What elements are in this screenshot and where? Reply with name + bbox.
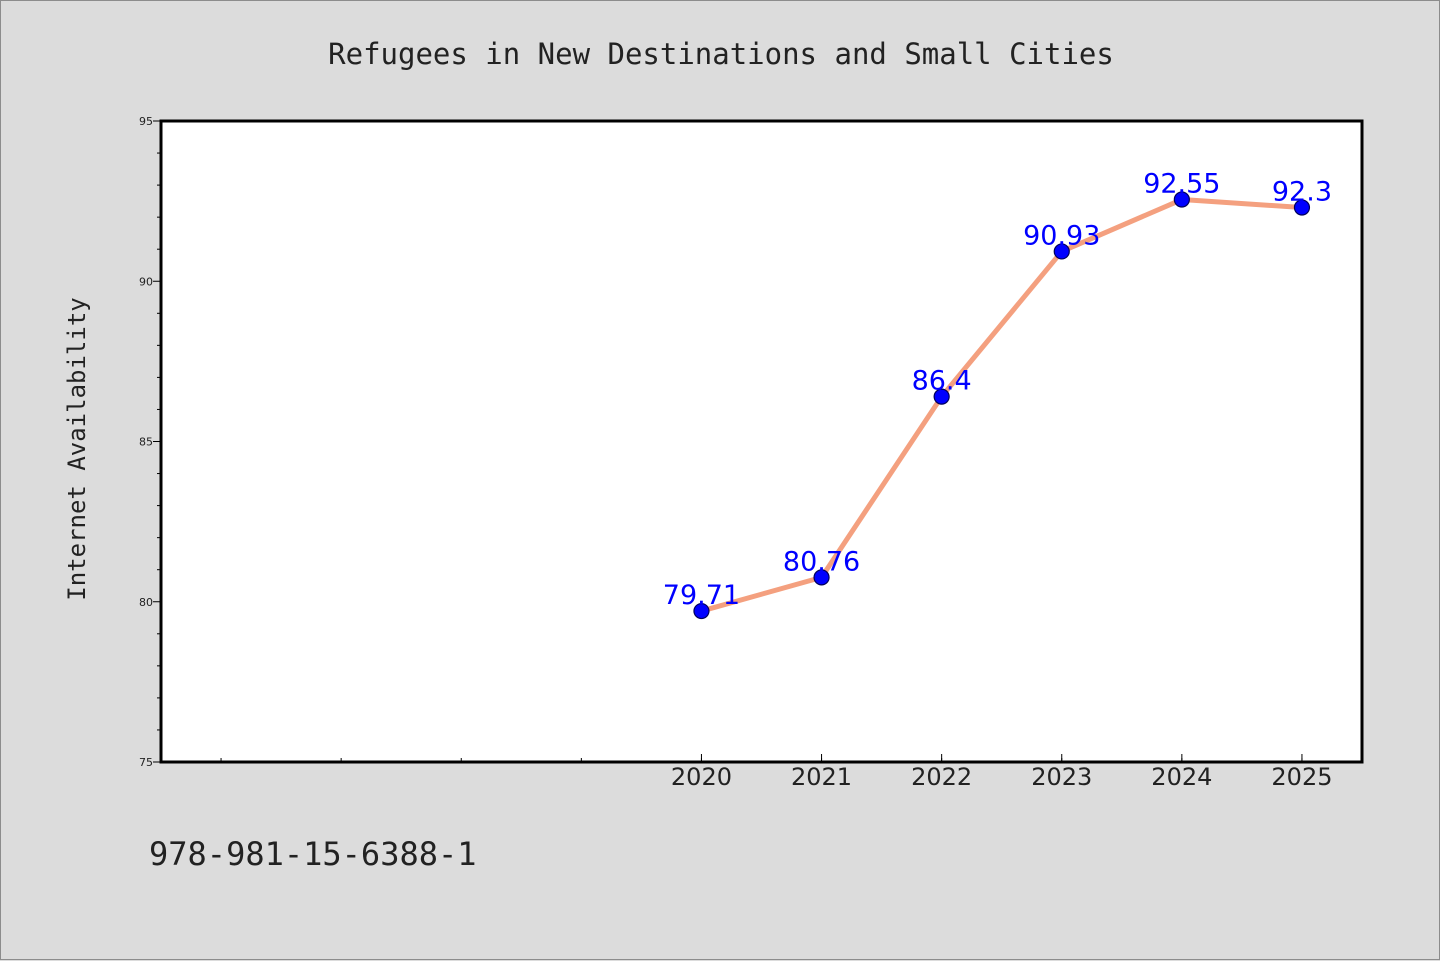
x-tick-label: 2020 xyxy=(671,763,732,791)
data-labels: 79.71 80.76 86.4 90.93 92.55 92.3 xyxy=(663,169,1332,612)
plot-area xyxy=(159,119,1364,764)
data-label: 79.71 xyxy=(663,580,740,611)
y-axis-label: Internet Availability xyxy=(63,297,91,600)
y-tick-label: 80 xyxy=(139,596,153,609)
data-point xyxy=(813,569,830,586)
data-point xyxy=(1053,243,1070,260)
y-axis-ticks: 75 80 85 90 95 xyxy=(139,115,161,769)
y-tick-label: 90 xyxy=(139,275,153,288)
x-tick-label: 2024 xyxy=(1151,763,1212,791)
data-label: 92.55 xyxy=(1143,169,1220,200)
data-series xyxy=(693,191,1311,620)
x-axis-ticks: 2020 2021 2022 2023 2024 2025 xyxy=(220,754,1332,791)
x-tick-label: 2021 xyxy=(791,763,852,791)
data-label: 86.4 xyxy=(912,366,972,397)
x-tick-label: 2023 xyxy=(1031,763,1092,791)
series-line xyxy=(698,197,1305,614)
data-label: 90.93 xyxy=(1023,220,1100,251)
data-point xyxy=(693,602,710,620)
data-label: 92.3 xyxy=(1272,177,1332,208)
data-label: 80.76 xyxy=(783,546,860,577)
chart-title: Refugees in New Destinations and Small C… xyxy=(328,37,1114,71)
data-point xyxy=(933,388,950,405)
data-point xyxy=(1293,199,1311,216)
y-tick-label: 85 xyxy=(139,436,153,449)
y-tick-label: 95 xyxy=(139,115,153,128)
data-point xyxy=(1173,191,1190,208)
footer-isbn: 978-981-15-6388-1 xyxy=(149,835,477,873)
x-tick-label: 2025 xyxy=(1271,763,1332,791)
x-tick-label: 2022 xyxy=(911,763,972,791)
y-tick-label: 75 xyxy=(139,756,153,769)
